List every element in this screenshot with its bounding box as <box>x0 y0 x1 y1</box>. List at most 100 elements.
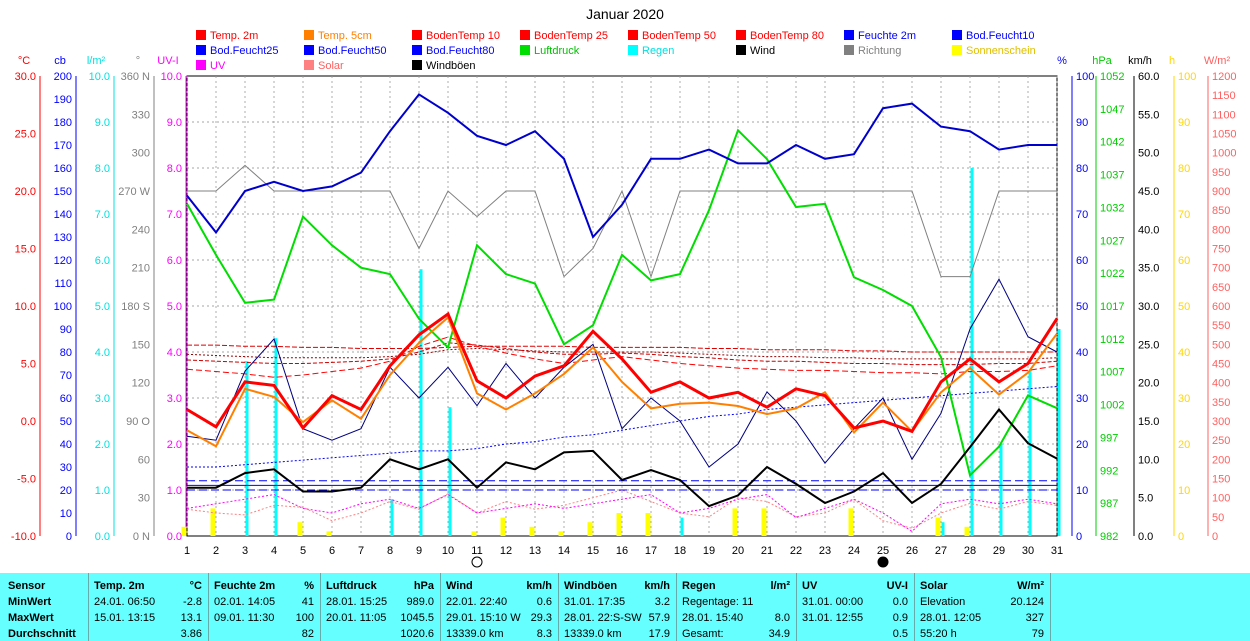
legend-item: Feuchte 2m <box>844 30 916 42</box>
axis-tick-wind: 0.0 <box>1138 531 1153 543</box>
x-tick-label: 2 <box>213 545 219 557</box>
axis-tick-temperature: -5.0 <box>17 474 36 486</box>
legend-label: Wind <box>750 45 776 57</box>
axis-tick-uv: 0.0 <box>167 531 182 543</box>
axis-tick-pressure: 987 <box>1100 498 1118 510</box>
series-line-bod-feucht80 <box>187 386 1058 468</box>
stats-avg-value: 1020.6 <box>400 628 434 640</box>
axis-tick-pressure: 1022 <box>1100 268 1124 280</box>
axis-tick-solar: 1100 <box>1212 109 1236 121</box>
axis-tick-direction: 360 N <box>121 71 150 83</box>
series-line-solar <box>186 489 1058 529</box>
legend-label: Regen <box>642 45 675 57</box>
legend-label: Sonnenschein <box>966 45 1036 57</box>
legend-item: Bod.Feucht10 <box>952 30 1035 42</box>
legend-label: Richtung <box>858 45 902 57</box>
legend-swatch <box>520 30 530 40</box>
axis-tick-pressure: 1047 <box>1100 104 1124 116</box>
bar-sonnenschein <box>558 531 564 536</box>
axis-tick-humidity: 60 <box>1076 255 1088 267</box>
legend-swatch <box>196 45 206 55</box>
legend-item: Temp. 5cm <box>304 30 372 42</box>
bar-regen <box>390 499 394 536</box>
stats-min-value: 989.0 <box>406 596 434 608</box>
stats-sensor-name: Wind <box>446 580 473 592</box>
legend-swatch <box>736 45 746 55</box>
axis-tick-soil_moisture: 180 <box>54 117 72 129</box>
axis-tick-pressure: 1042 <box>1100 137 1124 149</box>
bar-sonnenschein <box>471 531 477 536</box>
bar-regen <box>680 517 684 536</box>
legend-label: BodenTemp 80 <box>750 30 824 42</box>
x-tick-label: 11 <box>471 545 482 557</box>
stats-unit: hPa <box>413 580 434 592</box>
legend-item: Bod.Feucht50 <box>304 45 387 57</box>
axis-tick-temperature: -10.0 <box>11 531 36 543</box>
axis-tick-solar: 500 <box>1212 339 1230 351</box>
axis-tick-direction: 150 <box>132 339 150 351</box>
axis-tick-sunshine: 80 <box>1178 163 1190 175</box>
x-tick-label: 23 <box>819 545 831 557</box>
axis-tick-solar: 700 <box>1212 263 1230 275</box>
stats-max-time: 28.01. 12:05 <box>920 612 982 624</box>
axis-tick-rain: 8.0 <box>95 163 110 175</box>
axis-tick-temperature: 5.0 <box>21 359 36 371</box>
stats-max-time: 28.01. 22:S-SW <box>564 612 642 624</box>
axis-tick-temperature: 25.0 <box>15 129 36 141</box>
stats-min-time: 02.01. 14:05 <box>214 596 276 608</box>
legend-item: BodenTemp 25 <box>520 30 608 42</box>
stats-unit: W/m² <box>1017 580 1044 592</box>
axis-tick-sunshine: 10 <box>1178 485 1190 497</box>
axis-tick-pressure: 1007 <box>1100 367 1124 379</box>
axis-tick-solar: 900 <box>1212 186 1230 198</box>
axis-tick-pressure: 1017 <box>1100 301 1124 313</box>
x-tick-label: 3 <box>242 545 248 557</box>
stats-panel: Sensor MinWert MaxWert Durchschnitt Temp… <box>0 573 1250 641</box>
stats-min-time: 28.01. 15:25 <box>326 596 388 608</box>
legend-swatch <box>304 30 314 40</box>
axis-tick-sunshine: 90 <box>1178 117 1190 129</box>
axis-tick-soil_moisture: 30 <box>60 462 72 474</box>
stats-sensor-name: Windböen <box>564 580 618 592</box>
legend-label: Windböen <box>426 60 476 72</box>
axis-tick-soil_moisture: 20 <box>60 485 72 497</box>
axis-tick-solar: 0 <box>1212 531 1218 543</box>
axis-tick-soil_moisture: 190 <box>54 94 72 106</box>
axis-tick-uv: 8.0 <box>167 163 182 175</box>
stats-min-value: 20.124 <box>1010 596 1044 608</box>
bar-sonnenschein <box>529 526 535 536</box>
legend-label: Solar <box>318 60 344 72</box>
legend-swatch <box>196 60 206 70</box>
x-tick-label: 9 <box>416 545 422 557</box>
x-tick-label: 4 <box>271 545 277 557</box>
axis-unit-sunshine: h <box>1169 55 1175 67</box>
legend-item: BodenTemp 10 <box>412 30 500 42</box>
axis-tick-soil_moisture: 90 <box>60 324 72 336</box>
axis-tick-wind: 55.0 <box>1138 109 1159 121</box>
bar-sonnenschein <box>297 522 303 536</box>
axis-tick-pressure: 992 <box>1100 465 1118 477</box>
axis-tick-uv: 9.0 <box>167 117 182 129</box>
axis-tick-sunshine: 40 <box>1178 347 1190 359</box>
stats-sensor-name: Temp. 2m <box>94 580 145 592</box>
stats-column: Feuchte 2m% 02.01. 14:05 41 09.01. 11:30 100… <box>208 573 321 641</box>
axis-unit-rain: l/m² <box>87 55 106 67</box>
x-tick-label: 14 <box>558 545 570 557</box>
axis-tick-soil_moisture: 10 <box>60 508 72 520</box>
axis-tick-solar: 550 <box>1212 320 1230 332</box>
stats-avg-label: 13339.0 km <box>446 628 504 640</box>
axis-tick-uv: 7.0 <box>167 209 182 221</box>
axis-tick-sunshine: 60 <box>1178 255 1190 267</box>
legend-item: Wind <box>736 45 775 57</box>
axis-tick-solar: 400 <box>1212 378 1230 390</box>
bar-sonnenschein <box>935 517 941 536</box>
axis-tick-direction: 210 <box>132 263 150 275</box>
axis-tick-wind: 50.0 <box>1138 148 1159 160</box>
series-line-feuchte-2m <box>186 93 1057 239</box>
stats-avg-value: 17.9 <box>648 628 670 640</box>
moon-full-icon <box>877 556 889 568</box>
stats-header-max: MaxWert <box>8 612 54 624</box>
axis-tick-solar: 1150 <box>1212 90 1236 102</box>
axis-tick-solar: 350 <box>1212 397 1230 409</box>
stats-min-time: Elevation <box>920 596 966 608</box>
